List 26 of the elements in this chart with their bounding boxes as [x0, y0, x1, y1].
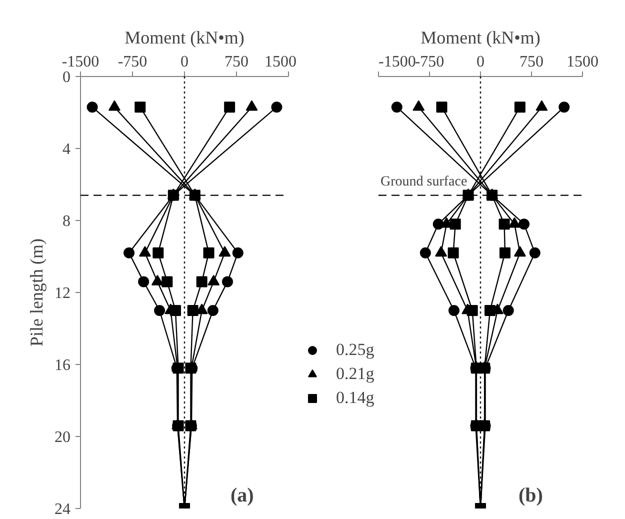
y-tick-label: 4 [62, 141, 70, 158]
x-axis-title: Moment (kN•m) [420, 28, 540, 48]
x-axis-title: Moment (kN•m) [124, 28, 244, 48]
y-tick-label: 12 [54, 285, 70, 302]
y-tick-label: 16 [54, 357, 70, 374]
x-tick-label: 750 [520, 54, 544, 70]
y-axis-title: Pile length (m) [26, 238, 46, 346]
annotation: (b) [518, 484, 543, 506]
legend-label: 0.21g [336, 364, 374, 384]
x-tick-label: 750 [224, 54, 248, 70]
y-tick-label: 24 [54, 501, 70, 518]
x-tick-label: -1500 [378, 54, 416, 70]
annotation: (a) [230, 484, 254, 506]
x-tick-label: -750 [118, 54, 148, 70]
y-tick-label: 20 [54, 429, 70, 446]
y-tick-label: 0 [62, 69, 70, 86]
x-tick-label: -750 [414, 54, 444, 70]
ref-line-label: Ground surface [380, 174, 468, 190]
legend-label: 0.14g [336, 388, 374, 408]
legend-label: 0.25g [336, 340, 374, 360]
x-tick-label: 1500 [566, 54, 598, 70]
x-tick-label: -1500 [62, 54, 100, 70]
x-tick-label: 0 [476, 54, 484, 70]
x-tick-label: 1500 [264, 54, 296, 70]
y-tick-label: 8 [62, 213, 70, 230]
x-tick-label: 0 [180, 54, 188, 70]
